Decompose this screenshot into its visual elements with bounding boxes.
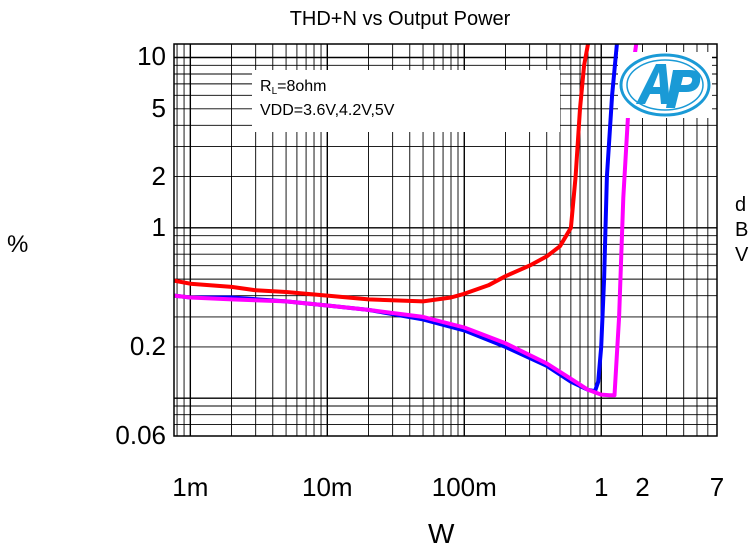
legend-box: RL=8ohm VDD=3.6V,4.2V,5V bbox=[252, 70, 560, 132]
y-axis-right-char: V bbox=[735, 244, 749, 266]
y-axis-right-char: B bbox=[735, 219, 749, 241]
x-tick-label: 10m bbox=[302, 472, 353, 502]
x-tick-label: 100m bbox=[431, 472, 497, 502]
x-tick-label: 1 bbox=[594, 472, 609, 502]
legend-ohm: =8ohm bbox=[277, 78, 327, 95]
series-line bbox=[173, 43, 590, 304]
ap-logo bbox=[618, 52, 712, 118]
x-tick-label: 2 bbox=[635, 472, 650, 502]
legend-subscript: L bbox=[271, 86, 278, 97]
y-tick-label: 1 bbox=[151, 211, 166, 242]
legend-line-vdd: VDD=3.6V,4.2V,5V bbox=[260, 102, 395, 119]
plot-frame bbox=[173, 43, 718, 437]
y-tick-label: 2 bbox=[151, 160, 166, 191]
x-tick-label: 1m bbox=[172, 472, 209, 502]
y-axis-label-right: d B V bbox=[735, 193, 748, 268]
y-tick-label: 0.2 bbox=[129, 330, 166, 361]
legend-r: R bbox=[260, 78, 272, 95]
chart-title: THD+N vs Output Power bbox=[289, 8, 511, 30]
y-axis-right-char: d bbox=[735, 194, 747, 216]
y-axis-label: % bbox=[7, 231, 29, 258]
legend-line-load: RL=8ohm bbox=[260, 78, 327, 97]
y-tick-label: 10 bbox=[137, 41, 166, 72]
data-series bbox=[173, 43, 639, 398]
x-tick-label: 7 bbox=[709, 472, 725, 502]
y-tick-label: 0.06 bbox=[115, 420, 166, 450]
y-tick-label: 5 bbox=[151, 92, 166, 123]
ap-logo-icon bbox=[619, 53, 711, 117]
x-axis-label: W bbox=[428, 518, 455, 549]
series-line bbox=[173, 43, 639, 398]
